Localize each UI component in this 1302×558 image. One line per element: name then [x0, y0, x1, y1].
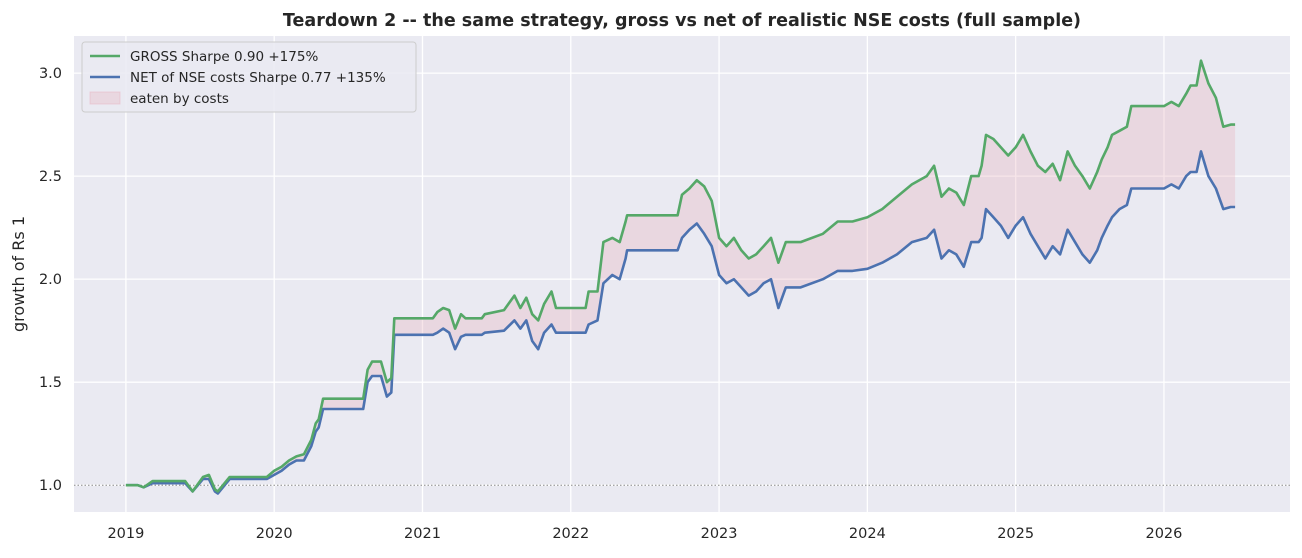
- x-tick-label: 2025: [997, 526, 1034, 542]
- x-tick-label: 2019: [107, 526, 144, 542]
- chart-title: Teardown 2 -- the same strategy, gross v…: [283, 11, 1081, 31]
- legend: GROSS Sharpe 0.90 +175% NET of NSE costs …: [81, 41, 417, 113]
- y-tick-label: 3.0: [39, 66, 62, 82]
- x-tick-label: 2026: [1145, 526, 1182, 542]
- x-tick-label: 2021: [404, 526, 441, 542]
- legend-box: [81, 41, 417, 113]
- x-axis-ticks: 2019 2020 2021 2022 2023 2024 2025 2026: [107, 526, 1182, 542]
- legend-label: GROSS Sharpe 0.90 +175%: [130, 49, 318, 65]
- series-line-net: [125, 150, 1236, 495]
- plot-area: [74, 36, 1290, 512]
- grid: [74, 36, 1290, 512]
- legend-label: NET of NSE costs Sharpe 0.77 +135%: [130, 70, 386, 86]
- x-tick-label: 2020: [256, 526, 293, 542]
- x-tick-label: 2024: [849, 526, 886, 542]
- y-tick-label: 2.5: [39, 169, 62, 185]
- series-layer: [125, 59, 1236, 495]
- y-axis-ticks: 1.0 1.5 2.0 2.5 3.0: [39, 66, 62, 494]
- legend-swatch: [89, 91, 121, 105]
- y-tick-label: 1.5: [39, 375, 62, 391]
- x-tick-label: 2023: [701, 526, 738, 542]
- y-axis-label: growth of Rs 1: [9, 216, 28, 332]
- y-tick-label: 1.0: [39, 478, 62, 494]
- y-tick-label: 2.0: [39, 272, 62, 288]
- x-tick-label: 2022: [552, 526, 589, 542]
- series-line-gross: [125, 59, 1236, 493]
- legend-label: eaten by costs: [130, 91, 229, 107]
